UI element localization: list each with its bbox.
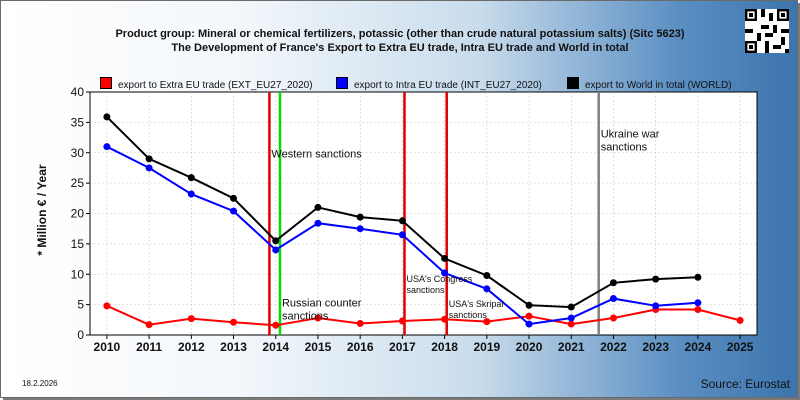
legend-item-intra-eu: export to Intra EU trade (INT_EU27_2020) (336, 77, 542, 91)
series-0-point-15 (736, 316, 744, 324)
series-0-point-9 (483, 318, 491, 326)
series-0-point-2 (187, 315, 195, 323)
x-tick-label-9: 2019 (473, 340, 500, 354)
series-2-point-9 (483, 271, 491, 279)
event-label-3-line-0: USA's Skripal (449, 299, 504, 309)
y-axis-label: * Million € / Year (35, 164, 49, 256)
x-tick-label-10: 2020 (516, 340, 543, 354)
series-1-point-13 (652, 302, 660, 310)
series-2-point-7 (398, 217, 406, 225)
series-0-point-0 (103, 302, 111, 310)
series-2-point-0 (103, 113, 111, 121)
series-0-point-8 (441, 315, 449, 323)
x-tick-label-0: 2010 (94, 340, 121, 354)
series-0-point-4 (272, 321, 280, 329)
series-2-point-1 (145, 155, 153, 163)
event-label-1-line-1: sanctions (282, 310, 329, 322)
source-label: Source: Eurostat (700, 377, 790, 391)
event-label-2-line-0: USA's Congress (407, 274, 473, 284)
x-tick-label-3: 2013 (220, 340, 247, 354)
series-1-point-3 (230, 207, 238, 215)
legend-swatch-world (567, 77, 579, 89)
y-tick-label-7: 35 (71, 115, 85, 129)
series-0-point-11 (567, 320, 575, 328)
x-tick-label-8: 2018 (431, 340, 458, 354)
x-tick-label-14: 2024 (685, 340, 712, 354)
x-tick-label-13: 2023 (642, 340, 669, 354)
x-tick-label-6: 2016 (347, 340, 374, 354)
series-2-point-6 (356, 213, 364, 221)
x-tick-label-15: 2025 (727, 340, 754, 354)
series-1-point-6 (356, 225, 364, 233)
chart-title-line2: The Development of France's Export to Ex… (171, 42, 629, 54)
series-1-point-2 (187, 190, 195, 198)
series-1-point-9 (483, 285, 491, 293)
x-tick-label-11: 2021 (558, 340, 585, 354)
series-1-point-4 (272, 246, 280, 254)
legend-label-extra-eu: export to Extra EU trade (EXT_EU27_2020) (118, 80, 313, 91)
footer-date: 18.2.2026 (22, 379, 58, 388)
series-1-point-12 (609, 295, 617, 303)
legend-label-world: export to World in total (WORLD) (585, 80, 732, 91)
y-tick-label-0: 0 (77, 328, 84, 342)
series-2-point-11 (567, 303, 575, 311)
series-1-point-5 (314, 219, 322, 227)
series-2-point-5 (314, 203, 322, 211)
x-tick-label-1: 2011 (136, 340, 162, 354)
y-tick-label-1: 5 (77, 298, 84, 312)
event-label-0-line-0: Western sanctions (271, 149, 362, 161)
y-tick-label-3: 15 (71, 237, 85, 251)
y-tick-label-4: 20 (71, 207, 85, 221)
series-1-point-11 (567, 314, 575, 322)
series-1-point-14 (694, 299, 702, 307)
series-1-point-0 (103, 143, 111, 151)
event-label-2-line-1: sanctions (407, 285, 446, 295)
series-0-point-12 (609, 314, 617, 322)
series-0-point-5 (314, 314, 322, 322)
y-tick-label-6: 30 (71, 146, 85, 160)
chart-title-line1: Product group: Mineral or chemical ferti… (115, 28, 685, 40)
y-tick-label-8: 40 (71, 85, 85, 99)
series-2-point-10 (525, 301, 533, 309)
x-tick-label-12: 2022 (600, 340, 627, 354)
y-tick-label-2: 10 (71, 267, 85, 281)
series-0-point-3 (230, 318, 238, 326)
series-2-point-13 (652, 275, 660, 283)
series-0-point-7 (398, 317, 406, 325)
series-0-point-1 (145, 321, 153, 329)
x-tick-label-5: 2015 (305, 340, 332, 354)
event-label-1-line-0: Russian counter (282, 297, 362, 309)
series-0-point-14 (694, 305, 702, 313)
event-label-4-line-1: sanctions (601, 142, 648, 154)
qr-code-icon (745, 9, 789, 53)
x-tick-label-4: 2014 (262, 340, 289, 354)
x-tick-label-2: 2012 (178, 340, 205, 354)
legend-item-world: export to World in total (WORLD) (567, 77, 732, 91)
series-2-point-2 (187, 174, 195, 182)
series-2-point-8 (441, 254, 449, 262)
y-tick-label-5: 25 (71, 176, 85, 190)
legend-swatch-intra-eu (336, 77, 348, 89)
series-1-point-10 (525, 320, 533, 328)
series-0-point-6 (356, 319, 364, 327)
event-label-4-line-0: Ukraine war (601, 129, 660, 141)
series-0-point-10 (525, 312, 533, 320)
series-2-point-14 (694, 273, 702, 281)
event-label-3-line-1: sanctions (449, 310, 488, 320)
series-2-point-3 (230, 194, 238, 202)
series-1-point-8 (441, 269, 449, 277)
series-2-point-4 (272, 237, 280, 245)
series-1-point-1 (145, 164, 153, 172)
series-2-point-12 (609, 279, 617, 287)
series-line-0 (106, 304, 741, 327)
legend-item-extra-eu: export to Extra EU trade (EXT_EU27_2020) (100, 77, 313, 91)
x-tick-label-7: 2017 (389, 340, 416, 354)
legend-swatch-extra-eu (100, 77, 112, 89)
legend-label-intra-eu: export to Intra EU trade (INT_EU27_2020) (354, 80, 542, 91)
series-1-point-7 (398, 231, 406, 239)
